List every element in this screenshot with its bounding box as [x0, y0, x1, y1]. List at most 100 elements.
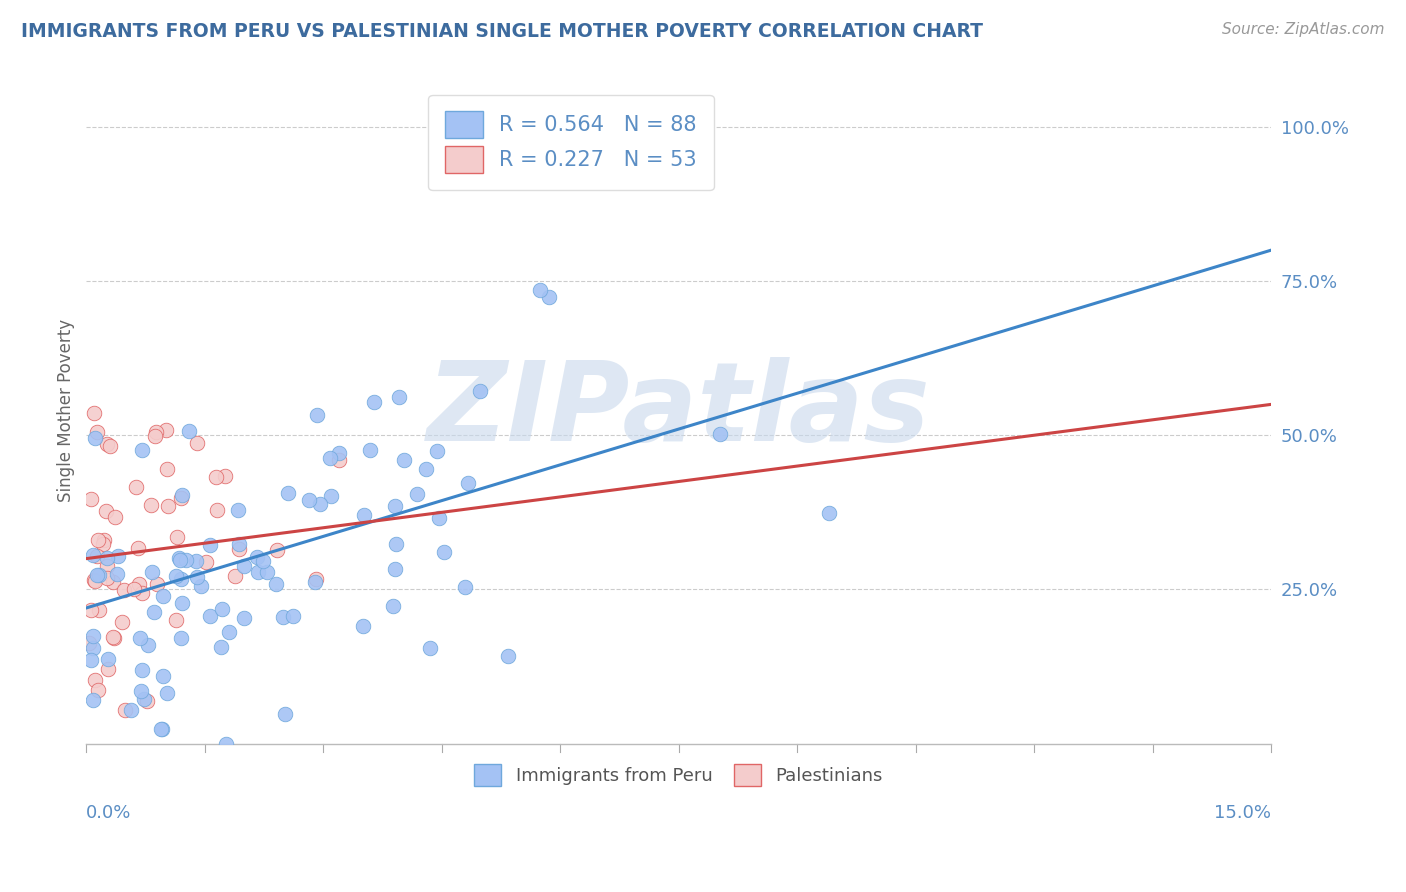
Point [114, 703, 136, 717]
Point [252, 554, 274, 568]
Point [141, 566, 163, 580]
Point [157, 500, 180, 514]
Point [127, 541, 149, 555]
Point [82, 628, 104, 642]
Point [405, 487, 427, 501]
Point [96, 571, 118, 585]
Point [131, 663, 153, 677]
Point [305, 408, 328, 422]
Point [167, 551, 190, 566]
Point [264, 577, 287, 591]
Point [352, 619, 374, 633]
Point [128, 577, 150, 591]
Point [96, 558, 118, 573]
Point [186, 570, 208, 584]
Point [82, 548, 104, 562]
Point [228, 542, 250, 557]
Point [328, 446, 350, 460]
Point [131, 443, 153, 458]
Point [165, 569, 187, 583]
Point [818, 506, 841, 520]
Text: 0.0%: 0.0% [86, 804, 132, 822]
Point [384, 562, 406, 576]
Point [385, 537, 408, 551]
Point [454, 580, 477, 594]
Point [96, 437, 118, 451]
Point [205, 470, 228, 484]
Point [172, 488, 194, 502]
Point [165, 614, 187, 628]
Point [190, 579, 212, 593]
Point [97, 652, 120, 666]
Point [79, 491, 101, 506]
Point [304, 572, 326, 586]
Point [83, 406, 105, 420]
Point [145, 425, 167, 439]
Point [205, 503, 228, 517]
Point [170, 597, 193, 611]
Point [194, 555, 217, 569]
Point [274, 706, 297, 721]
Point [209, 640, 232, 655]
Point [98, 439, 121, 453]
Point [104, 510, 127, 524]
Point [146, 576, 169, 591]
Point [363, 395, 385, 409]
Point [80, 653, 103, 667]
Point [101, 630, 124, 644]
Point [91, 537, 114, 551]
Point [129, 684, 152, 698]
Point [228, 537, 250, 551]
Point [93, 533, 115, 548]
Point [256, 566, 278, 580]
Point [537, 290, 560, 304]
Point [415, 462, 437, 476]
Point [125, 479, 148, 493]
Point [112, 582, 135, 597]
Point [96, 550, 118, 565]
Point [87, 567, 110, 582]
Point [384, 499, 406, 513]
Point [97, 662, 120, 676]
Point [156, 461, 179, 475]
Point [277, 486, 299, 500]
Point [155, 423, 177, 437]
Y-axis label: Single Mother Poverty: Single Mother Poverty [58, 319, 75, 502]
Point [86, 549, 108, 563]
Point [198, 609, 221, 624]
Point [86, 533, 108, 547]
Point [433, 545, 456, 559]
Point [200, 538, 222, 552]
Point [184, 554, 207, 568]
Point [80, 602, 103, 616]
Point [283, 609, 305, 624]
Point [186, 436, 208, 450]
Point [82, 641, 104, 656]
Point [84, 673, 107, 687]
Point [150, 722, 173, 736]
Point [77, 636, 100, 650]
Point [150, 723, 173, 737]
Point [498, 648, 520, 663]
Point [152, 669, 174, 683]
Legend: Immigrants from Peru, Palestinians: Immigrants from Peru, Palestinians [465, 755, 893, 795]
Point [84, 574, 107, 589]
Point [166, 530, 188, 544]
Point [136, 638, 159, 652]
Point [233, 559, 256, 574]
Point [353, 508, 375, 523]
Point [273, 609, 295, 624]
Point [105, 566, 128, 581]
Point [139, 499, 162, 513]
Point [246, 566, 269, 580]
Point [388, 390, 411, 404]
Point [101, 574, 124, 589]
Point [468, 384, 491, 398]
Point [218, 625, 240, 640]
Text: 15.0%: 15.0% [1215, 804, 1271, 822]
Point [86, 425, 108, 440]
Point [224, 569, 246, 583]
Point [321, 490, 343, 504]
Text: Source: ZipAtlas.com: Source: ZipAtlas.com [1222, 22, 1385, 37]
Point [426, 444, 449, 458]
